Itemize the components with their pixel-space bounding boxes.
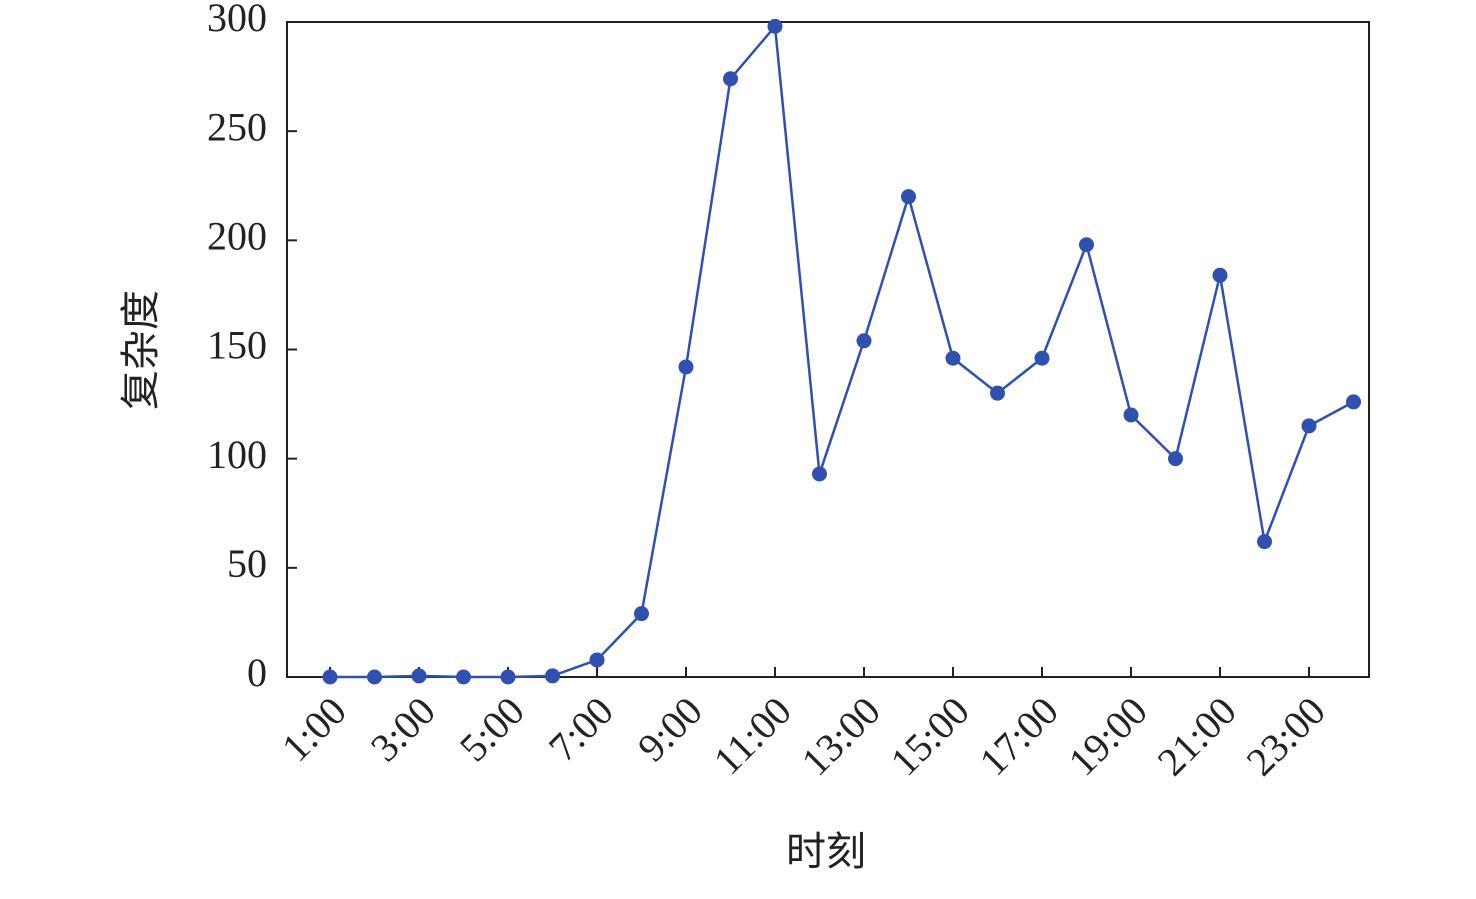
- data-point: [634, 606, 649, 622]
- data-point: [589, 652, 605, 668]
- data-point: [500, 669, 516, 685]
- data-point: [678, 359, 694, 375]
- x-tick-label: 23:00: [1238, 688, 1334, 784]
- x-tick-label: 19:00: [1060, 688, 1156, 784]
- plot-frame: [286, 21, 1370, 678]
- data-point: [812, 466, 827, 482]
- x-axis-label: 时刻: [786, 829, 866, 874]
- data-point: [411, 668, 427, 684]
- data-point: [1034, 350, 1050, 366]
- data-point: [456, 669, 471, 685]
- data-point: [545, 668, 560, 684]
- x-tick-label: 7:00: [540, 688, 622, 770]
- y-tick-label: 100: [207, 432, 267, 477]
- y-axis-label: 复杂度: [118, 290, 163, 410]
- data-point: [1123, 407, 1139, 423]
- data-point: [1212, 267, 1228, 283]
- data-point: [945, 350, 961, 366]
- data-line: [330, 23, 1355, 679]
- x-tick-label: 1:00: [273, 688, 355, 770]
- data-point: [723, 71, 738, 87]
- data-point: [1301, 418, 1317, 434]
- data-point: [856, 333, 872, 349]
- data-point: [322, 669, 338, 685]
- x-tick-label: 5:00: [451, 688, 533, 770]
- data-point: [990, 385, 1005, 401]
- y-tick-label: 150: [207, 323, 267, 368]
- y-tick-label: 300: [207, 0, 267, 40]
- data-point: [1346, 394, 1361, 410]
- y-tick-label: 50: [227, 541, 267, 586]
- x-tick-label: 17:00: [971, 688, 1067, 784]
- data-point: [1168, 451, 1183, 467]
- x-tick-label: 9:00: [629, 688, 711, 770]
- y-tick-label: 250: [207, 104, 267, 149]
- y-tick-label: 200: [207, 214, 267, 259]
- x-tick-label: 13:00: [793, 688, 889, 784]
- data-point: [1257, 534, 1272, 550]
- x-tick-label: 3:00: [362, 688, 444, 770]
- data-point: [367, 669, 382, 685]
- x-tick-label: 15:00: [882, 688, 978, 784]
- data-point: [901, 189, 916, 205]
- data-point: [1079, 237, 1094, 253]
- x-tick-label: 21:00: [1149, 688, 1245, 784]
- data-point: [767, 18, 783, 34]
- y-tick-label: 0: [247, 650, 267, 695]
- x-tick-label: 11:00: [705, 688, 800, 783]
